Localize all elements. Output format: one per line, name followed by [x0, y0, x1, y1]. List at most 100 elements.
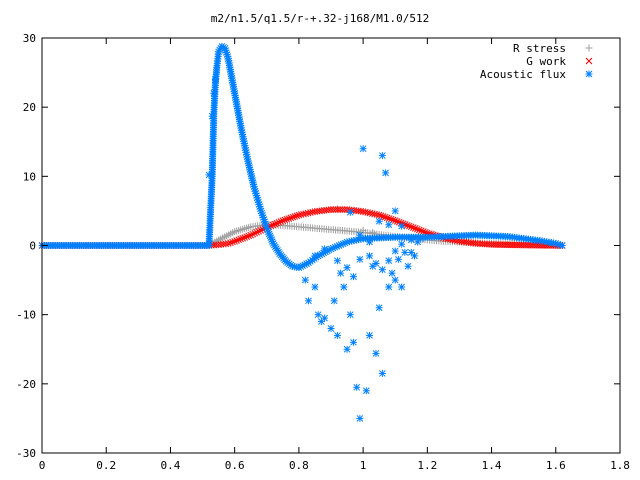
data-point — [413, 225, 421, 233]
data-point — [403, 221, 411, 229]
data-point — [378, 369, 386, 377]
data-point — [372, 349, 380, 357]
legend-marker — [585, 70, 593, 78]
data-point — [385, 283, 393, 291]
data-point — [391, 276, 399, 284]
data-point — [377, 212, 385, 220]
data-point — [305, 297, 313, 305]
data-point — [385, 221, 393, 229]
x-tick-label: 1.4 — [482, 459, 502, 472]
data-point — [349, 273, 357, 281]
data-point — [378, 152, 386, 160]
legend-label: Acoustic flux — [480, 68, 566, 81]
data-point — [346, 208, 354, 216]
data-point — [372, 259, 380, 267]
data-point — [382, 169, 390, 177]
data-point — [277, 218, 285, 225]
data-point — [398, 283, 406, 291]
data-point — [251, 229, 259, 237]
data-point — [349, 338, 357, 346]
legend-marker — [585, 57, 593, 65]
x-tick-label: 1 — [360, 459, 367, 472]
data-point — [391, 207, 399, 215]
data-point — [407, 223, 415, 231]
data-point — [366, 331, 374, 339]
data-point — [287, 214, 295, 222]
data-point — [417, 227, 425, 235]
data-point — [419, 228, 427, 235]
x-tick-label: 0.8 — [289, 459, 309, 472]
x-tick-label: 1.2 — [417, 459, 437, 472]
data-marks — [38, 42, 566, 422]
data-point — [337, 269, 345, 277]
data-point — [385, 257, 393, 265]
data-point — [291, 213, 299, 220]
data-point — [415, 226, 423, 234]
data-point — [388, 269, 396, 277]
legend-label: R stress — [513, 42, 566, 55]
data-point — [414, 238, 422, 246]
data-point — [327, 325, 335, 332]
data-point — [356, 255, 364, 263]
data-point — [353, 383, 361, 391]
data-point — [210, 89, 218, 97]
data-point — [391, 247, 399, 255]
data-point — [205, 171, 213, 179]
data-point — [394, 255, 402, 263]
data-point — [247, 231, 255, 239]
data-point — [401, 248, 409, 256]
x-tick-label: 0.6 — [225, 459, 245, 472]
data-point — [317, 318, 325, 326]
data-point — [359, 145, 367, 153]
data-point — [235, 236, 243, 244]
data-point — [293, 212, 301, 220]
data-point — [373, 211, 381, 218]
data-point — [404, 262, 412, 270]
data-point — [385, 215, 393, 222]
chart-title: m2/n1.5/q1.5/r-+.32-j168/M1.0/512 — [211, 12, 430, 25]
data-point — [340, 283, 348, 291]
data-point — [330, 297, 338, 305]
series-acoustic-flux — [38, 42, 566, 422]
data-point — [289, 213, 297, 221]
data-point — [229, 238, 236, 246]
data-point — [405, 222, 413, 230]
data-point — [409, 224, 417, 231]
y-tick-label: -30 — [16, 447, 36, 460]
data-point — [314, 311, 322, 319]
data-point — [211, 76, 219, 83]
data-point — [558, 242, 566, 249]
x-tick-label: 0 — [39, 459, 46, 472]
y-tick-label: 30 — [23, 32, 36, 45]
data-point — [208, 112, 216, 120]
data-point — [375, 304, 383, 312]
data-point — [249, 230, 257, 238]
data-point — [378, 266, 386, 274]
data-point — [237, 235, 245, 243]
data-point — [253, 228, 261, 236]
data-point — [239, 234, 247, 242]
x-tick-label: 1.6 — [546, 459, 566, 472]
data-point — [375, 211, 383, 219]
data-point — [333, 331, 341, 339]
data-point — [275, 219, 283, 226]
data-point — [241, 234, 249, 241]
x-tick-label: 0.4 — [161, 459, 181, 472]
data-point — [231, 238, 238, 245]
x-tick-label: 0.2 — [96, 459, 116, 472]
data-point — [387, 215, 395, 223]
data-point — [366, 252, 374, 260]
y-tick-label: -20 — [16, 378, 36, 391]
data-point — [281, 216, 289, 224]
legend-marker — [585, 44, 593, 52]
data-point — [269, 221, 277, 229]
data-point — [233, 237, 241, 244]
y-tick-label: 10 — [23, 170, 36, 183]
data-point — [301, 276, 309, 284]
data-point — [379, 213, 387, 220]
y-tick-label: 0 — [29, 240, 36, 253]
data-point — [343, 345, 351, 353]
data-point — [381, 213, 389, 221]
